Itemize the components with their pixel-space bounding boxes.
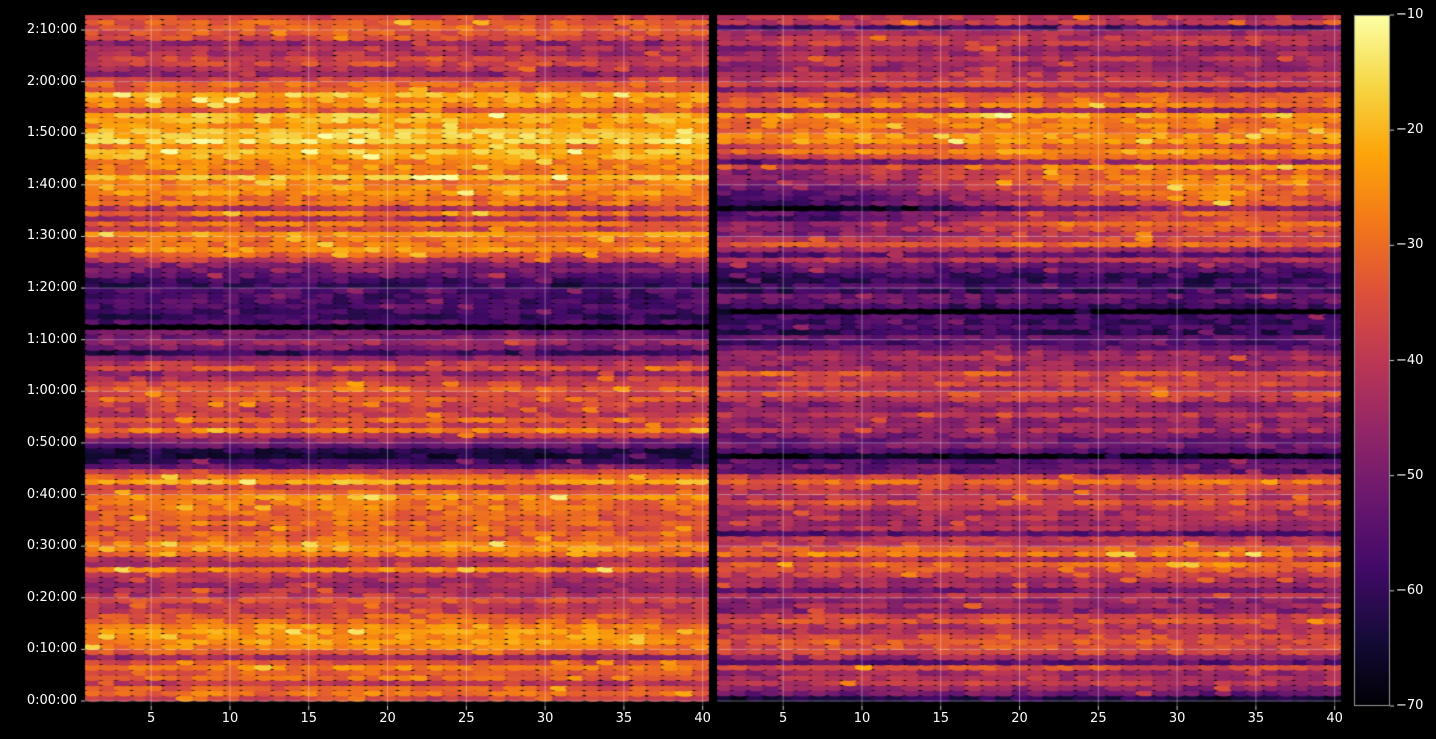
x-tick-label: 10 <box>853 711 871 726</box>
y-tick-label: 1:50:00 <box>26 125 77 141</box>
x-tick-label: 10 <box>221 711 239 726</box>
x-tick-label: 25 <box>1090 711 1107 726</box>
x-tick-label: 30 <box>1168 711 1186 726</box>
x-tick-label: 5 <box>147 711 156 726</box>
colorbar-tick-label: −30 <box>1396 237 1424 253</box>
y-tick-label: 0:20:00 <box>26 589 77 605</box>
x-tick-label: 40 <box>1326 711 1343 726</box>
x-tick-label: 20 <box>1011 711 1028 726</box>
y-tick-label: 2:00:00 <box>26 73 77 89</box>
y-tick-label: 1:40:00 <box>26 176 77 192</box>
y-tick-label: 1:20:00 <box>26 280 77 296</box>
y-tick-label: 0:10:00 <box>26 641 77 657</box>
y-tick-label: 0:40:00 <box>26 486 77 502</box>
y-tick-label: 2:10:00 <box>26 22 77 37</box>
colorbar-tick-label: −10 <box>1396 7 1424 22</box>
x-tick-label: 40 <box>694 711 711 726</box>
y-tick-label: 0:30:00 <box>26 538 77 554</box>
x-tick-label: 25 <box>458 711 475 726</box>
x-tick-label: 35 <box>1247 711 1265 726</box>
x-tick-label: 15 <box>300 711 318 726</box>
colorbar-tick-label: −20 <box>1396 122 1424 138</box>
colorbar-tick-label: −60 <box>1396 582 1424 598</box>
y-tick-label: 0:00:00 <box>26 693 77 708</box>
x-tick-label: 20 <box>379 711 396 726</box>
x-tick-label: 35 <box>615 711 633 726</box>
colorbar-tick-label: −50 <box>1396 467 1424 483</box>
y-tick-label: 1:30:00 <box>26 228 77 244</box>
colorbar-tick-label: −70 <box>1396 698 1424 713</box>
x-tick-label: 30 <box>536 711 554 726</box>
y-tick-label: 1:10:00 <box>26 331 77 347</box>
colorbar-tick-label: −40 <box>1396 352 1424 368</box>
x-tick-label: 15 <box>932 711 950 726</box>
y-tick-label: 1:00:00 <box>26 383 77 399</box>
y-tick-label: 0:50:00 <box>26 434 77 450</box>
x-tick-label: 5 <box>779 711 788 726</box>
